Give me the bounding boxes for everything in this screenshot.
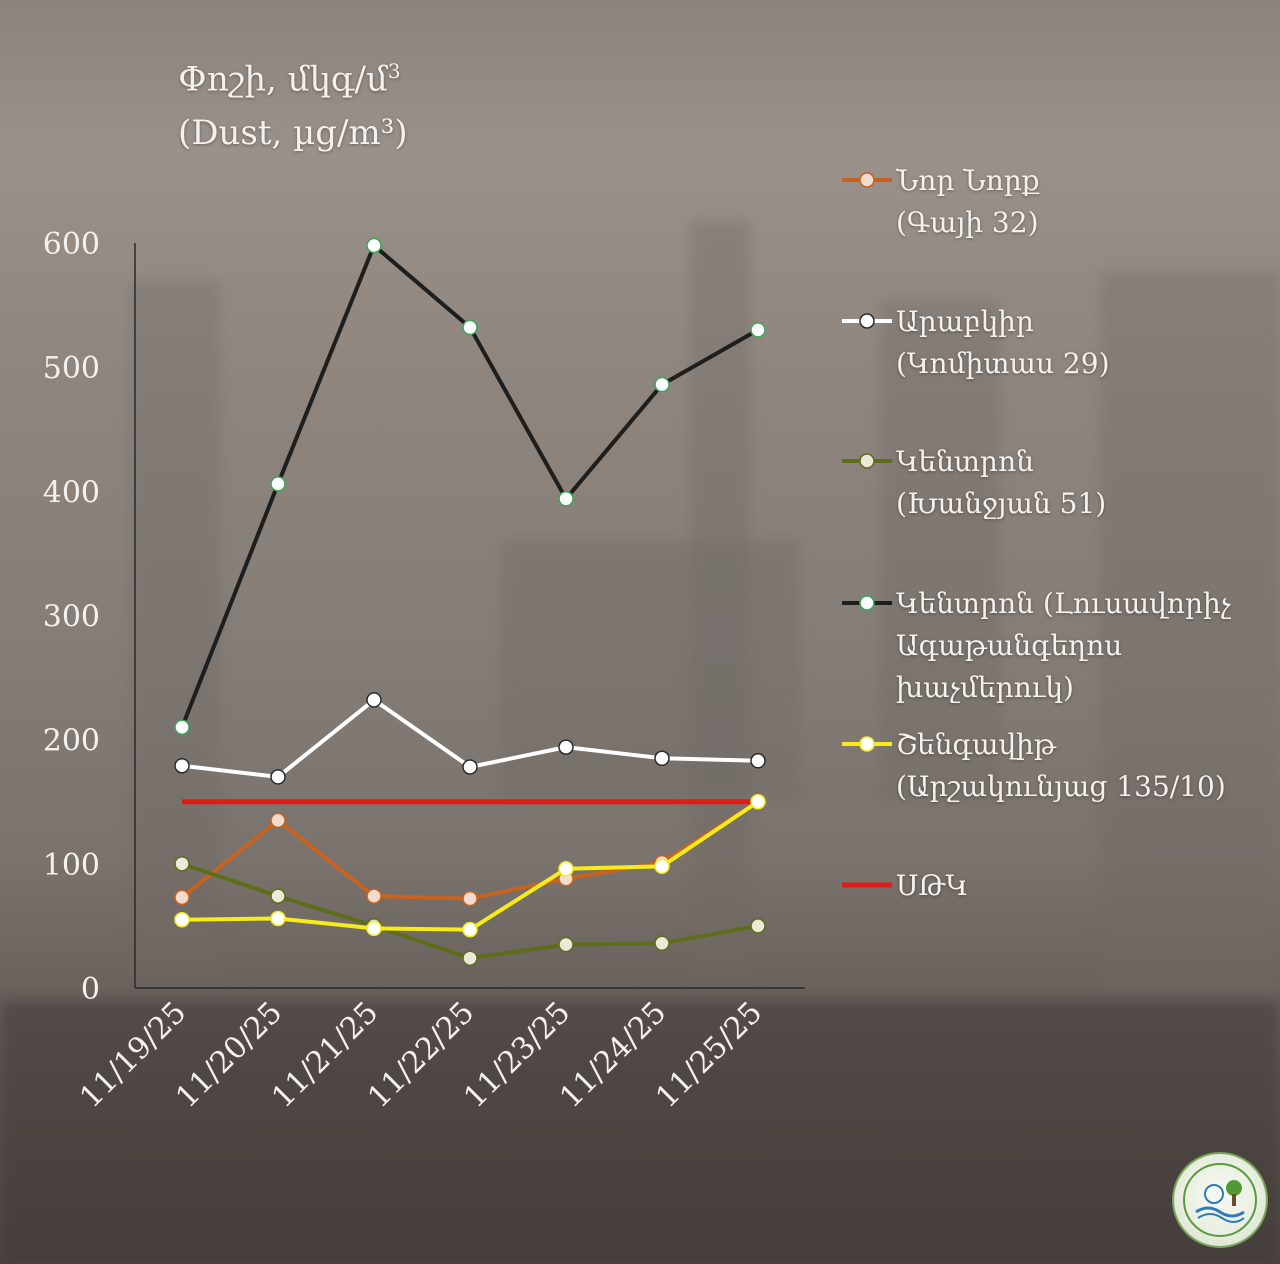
data-point-shengavit <box>462 921 478 938</box>
x-tick-label: 11/25/25 <box>649 995 769 1115</box>
data-point-arabkir <box>558 739 574 755</box>
data-point-kentron-lusavorich <box>270 476 286 492</box>
data-point-nor-nork <box>462 890 478 907</box>
data-point-kentron-lusavorich <box>366 237 382 254</box>
legend-swatch-shengavit <box>842 736 892 752</box>
data-point-nor-nork <box>270 812 286 829</box>
data-point-kentron-khanjyan <box>462 950 478 966</box>
data-point-arabkir <box>366 692 382 708</box>
data-point-nor-nork <box>174 889 190 906</box>
legend-swatch-arabkir <box>842 313 892 329</box>
series-line-kentron-khanjyan <box>181 861 759 961</box>
legend-label-arabkir: Արաբկիր (Կոմիտաս 29) <box>896 305 1110 380</box>
series-line-kentron-lusavorich <box>180 243 759 728</box>
legend-swatch-mac <box>842 882 892 888</box>
legend-label-nor-nork: Նոր Նորք (Գայի 32) <box>896 164 1040 239</box>
y-tick-label: 500 <box>43 351 100 386</box>
y-tick-label: 200 <box>43 724 100 759</box>
data-point-kentron-lusavorich <box>174 719 190 735</box>
emblem-logo-icon <box>1172 1152 1268 1248</box>
data-point-shengavit <box>654 858 670 875</box>
legend-label-mac: ՍԹԿ <box>896 869 968 902</box>
legend-swatch-kentron-lusavorich <box>842 595 892 611</box>
data-point-arabkir <box>654 750 670 767</box>
data-point-shengavit <box>750 794 766 810</box>
legend-swatch-nor-nork <box>842 172 892 188</box>
data-point-nor-nork <box>366 888 382 904</box>
data-point-kentron-lusavorich <box>750 322 766 338</box>
logo-graphic <box>1183 1163 1257 1237</box>
title-superscript: 3 <box>387 59 401 83</box>
legend-swatch-kentron-khanjyan <box>842 453 892 469</box>
chart-title: Փոշի, մկգ/մ3 (Dust, µg/m³) <box>178 44 408 160</box>
data-point-kentron-khanjyan <box>270 888 286 904</box>
data-point-arabkir <box>174 757 190 774</box>
data-point-kentron-khanjyan <box>654 935 670 952</box>
data-point-arabkir <box>750 753 766 769</box>
y-tick-label: 300 <box>43 600 100 635</box>
data-point-kentron-khanjyan <box>558 936 574 953</box>
data-point-shengavit <box>174 911 190 928</box>
series-line-shengavit <box>181 800 760 932</box>
series-line-nor-nork <box>180 800 760 901</box>
legend-label-kentron-khanjyan: Կենտրոն (Խանջյան 51) <box>896 445 1107 520</box>
y-tick-label: 600 <box>43 227 100 262</box>
y-tick-label: 100 <box>43 848 100 883</box>
data-point-shengavit <box>366 920 382 937</box>
data-point-kentron-lusavorich <box>654 376 670 393</box>
data-point-arabkir <box>270 769 286 785</box>
data-point-kentron-khanjyan <box>174 856 190 872</box>
data-point-kentron-lusavorich <box>558 491 574 507</box>
legend-label-kentron-lusavorich: Կենտրոն (Լուսավորիչ Ագաթանգեղոս խաչմերու… <box>896 587 1231 704</box>
data-point-shengavit <box>270 910 286 927</box>
title-line-1: Փոշի, մկգ/մ <box>178 59 388 100</box>
data-point-kentron-khanjyan <box>750 918 766 934</box>
data-point-shengavit <box>558 861 574 877</box>
y-tick-label: 400 <box>43 475 100 510</box>
y-tick-label: 0 <box>81 972 100 1007</box>
legend-label-shengavit: Շենգավիթ (Արշակունյաց 135/10) <box>896 728 1226 803</box>
data-point-kentron-lusavorich <box>462 319 478 336</box>
title-line-2: (Dust, µg/m³) <box>178 113 408 154</box>
data-point-arabkir <box>462 759 478 775</box>
